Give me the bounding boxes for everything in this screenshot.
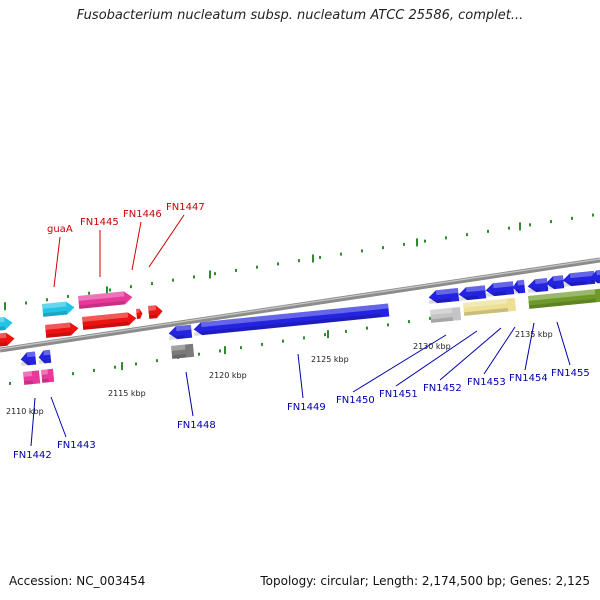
label-leader-line [53,236,61,288]
gene-feature-gray[interactable] [171,343,195,359]
gene-feature-red[interactable] [148,305,163,319]
gene-label[interactable]: FN1443 [57,440,96,451]
gene-feature-olive[interactable] [528,288,600,309]
tick-label: 2135 kbp [515,330,553,339]
tick-label: 2125 kbp [311,355,349,364]
gene-label[interactable]: FN1448 [177,420,216,431]
gene-label[interactable]: guaA [47,224,73,235]
gene-feature-magenta[interactable] [78,291,133,309]
label-leader-line [395,330,478,387]
gene-feature-magenta[interactable] [41,368,55,383]
gene-label[interactable]: FN1447 [166,202,205,213]
gene-feature-blue[interactable] [545,275,565,290]
gene-feature-blue[interactable] [38,349,52,364]
label-leader-line [439,327,502,381]
backbone [0,257,600,353]
gene-feature-blue[interactable] [193,303,390,336]
gene-label[interactable]: FN1452 [423,383,462,394]
gene-label[interactable]: FN1455 [551,368,590,379]
label-leader-line [556,321,571,366]
gene-feature-blue[interactable] [168,324,193,340]
gene-label[interactable]: FN1449 [287,402,326,413]
tick-label: 2110 kbp [6,407,44,416]
gene-feature-khaki[interactable] [463,297,517,316]
tick-label: 2115 kbp [108,389,146,398]
gene-label[interactable]: FN1450 [336,395,375,406]
backbone-line [0,257,600,353]
gene-feature-red[interactable] [45,322,79,338]
gene-label[interactable]: FN1454 [509,373,548,384]
gene-feature-cyan[interactable] [0,316,13,331]
gene-feature-magenta[interactable] [23,370,41,385]
gene-label[interactable]: FN1453 [467,377,506,388]
backbone-highlight [0,258,600,350]
gene-feature-blue[interactable] [590,269,600,284]
gene-feature-blue[interactable] [20,351,37,366]
gene-feature-red[interactable] [136,308,143,319]
label-leaders [30,214,571,447]
map-title: Fusobacterium nucleatum subsp. nucleatum… [76,8,524,23]
gene-label[interactable]: FN1451 [379,389,418,400]
label-leader-line [297,353,304,399]
gene-feature-blue[interactable] [527,278,549,293]
gene-feature-cyan[interactable] [42,301,75,317]
tick-label: 2130 kbp [413,342,451,351]
label-leader-line [50,396,67,438]
tick-label: 2120 kbp [209,371,247,380]
label-leader-line [185,371,194,417]
gene-feature-lightgray[interactable] [430,307,462,323]
gene-features [0,269,600,385]
gene-feature-red[interactable] [0,332,15,347]
gene-feature-blue[interactable] [512,279,526,294]
gene-feature-blue[interactable] [458,285,487,301]
gene-feature-blue[interactable] [428,288,460,304]
label-leader-line [524,322,535,371]
gene-feature-blue[interactable] [485,281,515,297]
gene-label[interactable]: FN1446 [123,209,162,220]
gene-feature-blue[interactable] [562,270,596,287]
label-leader-line [148,214,185,268]
label-leader-line [131,221,142,271]
gene-label[interactable]: FN1442 [13,450,52,461]
label-leader-line [483,326,516,375]
gene-labels: guaA FN1445 FN1446 FN1447 FN1442 FN1443 FN1448… [13,202,590,461]
accession-text: Accession: NC_003454 [9,574,146,588]
genome-summary-text: Topology: circular; Length: 2,174,500 bp… [260,574,590,588]
gene-label[interactable]: FN1445 [80,217,119,228]
label-leader-line [352,334,447,393]
gene-feature-red[interactable] [82,312,137,330]
label-leader-line [30,397,36,447]
